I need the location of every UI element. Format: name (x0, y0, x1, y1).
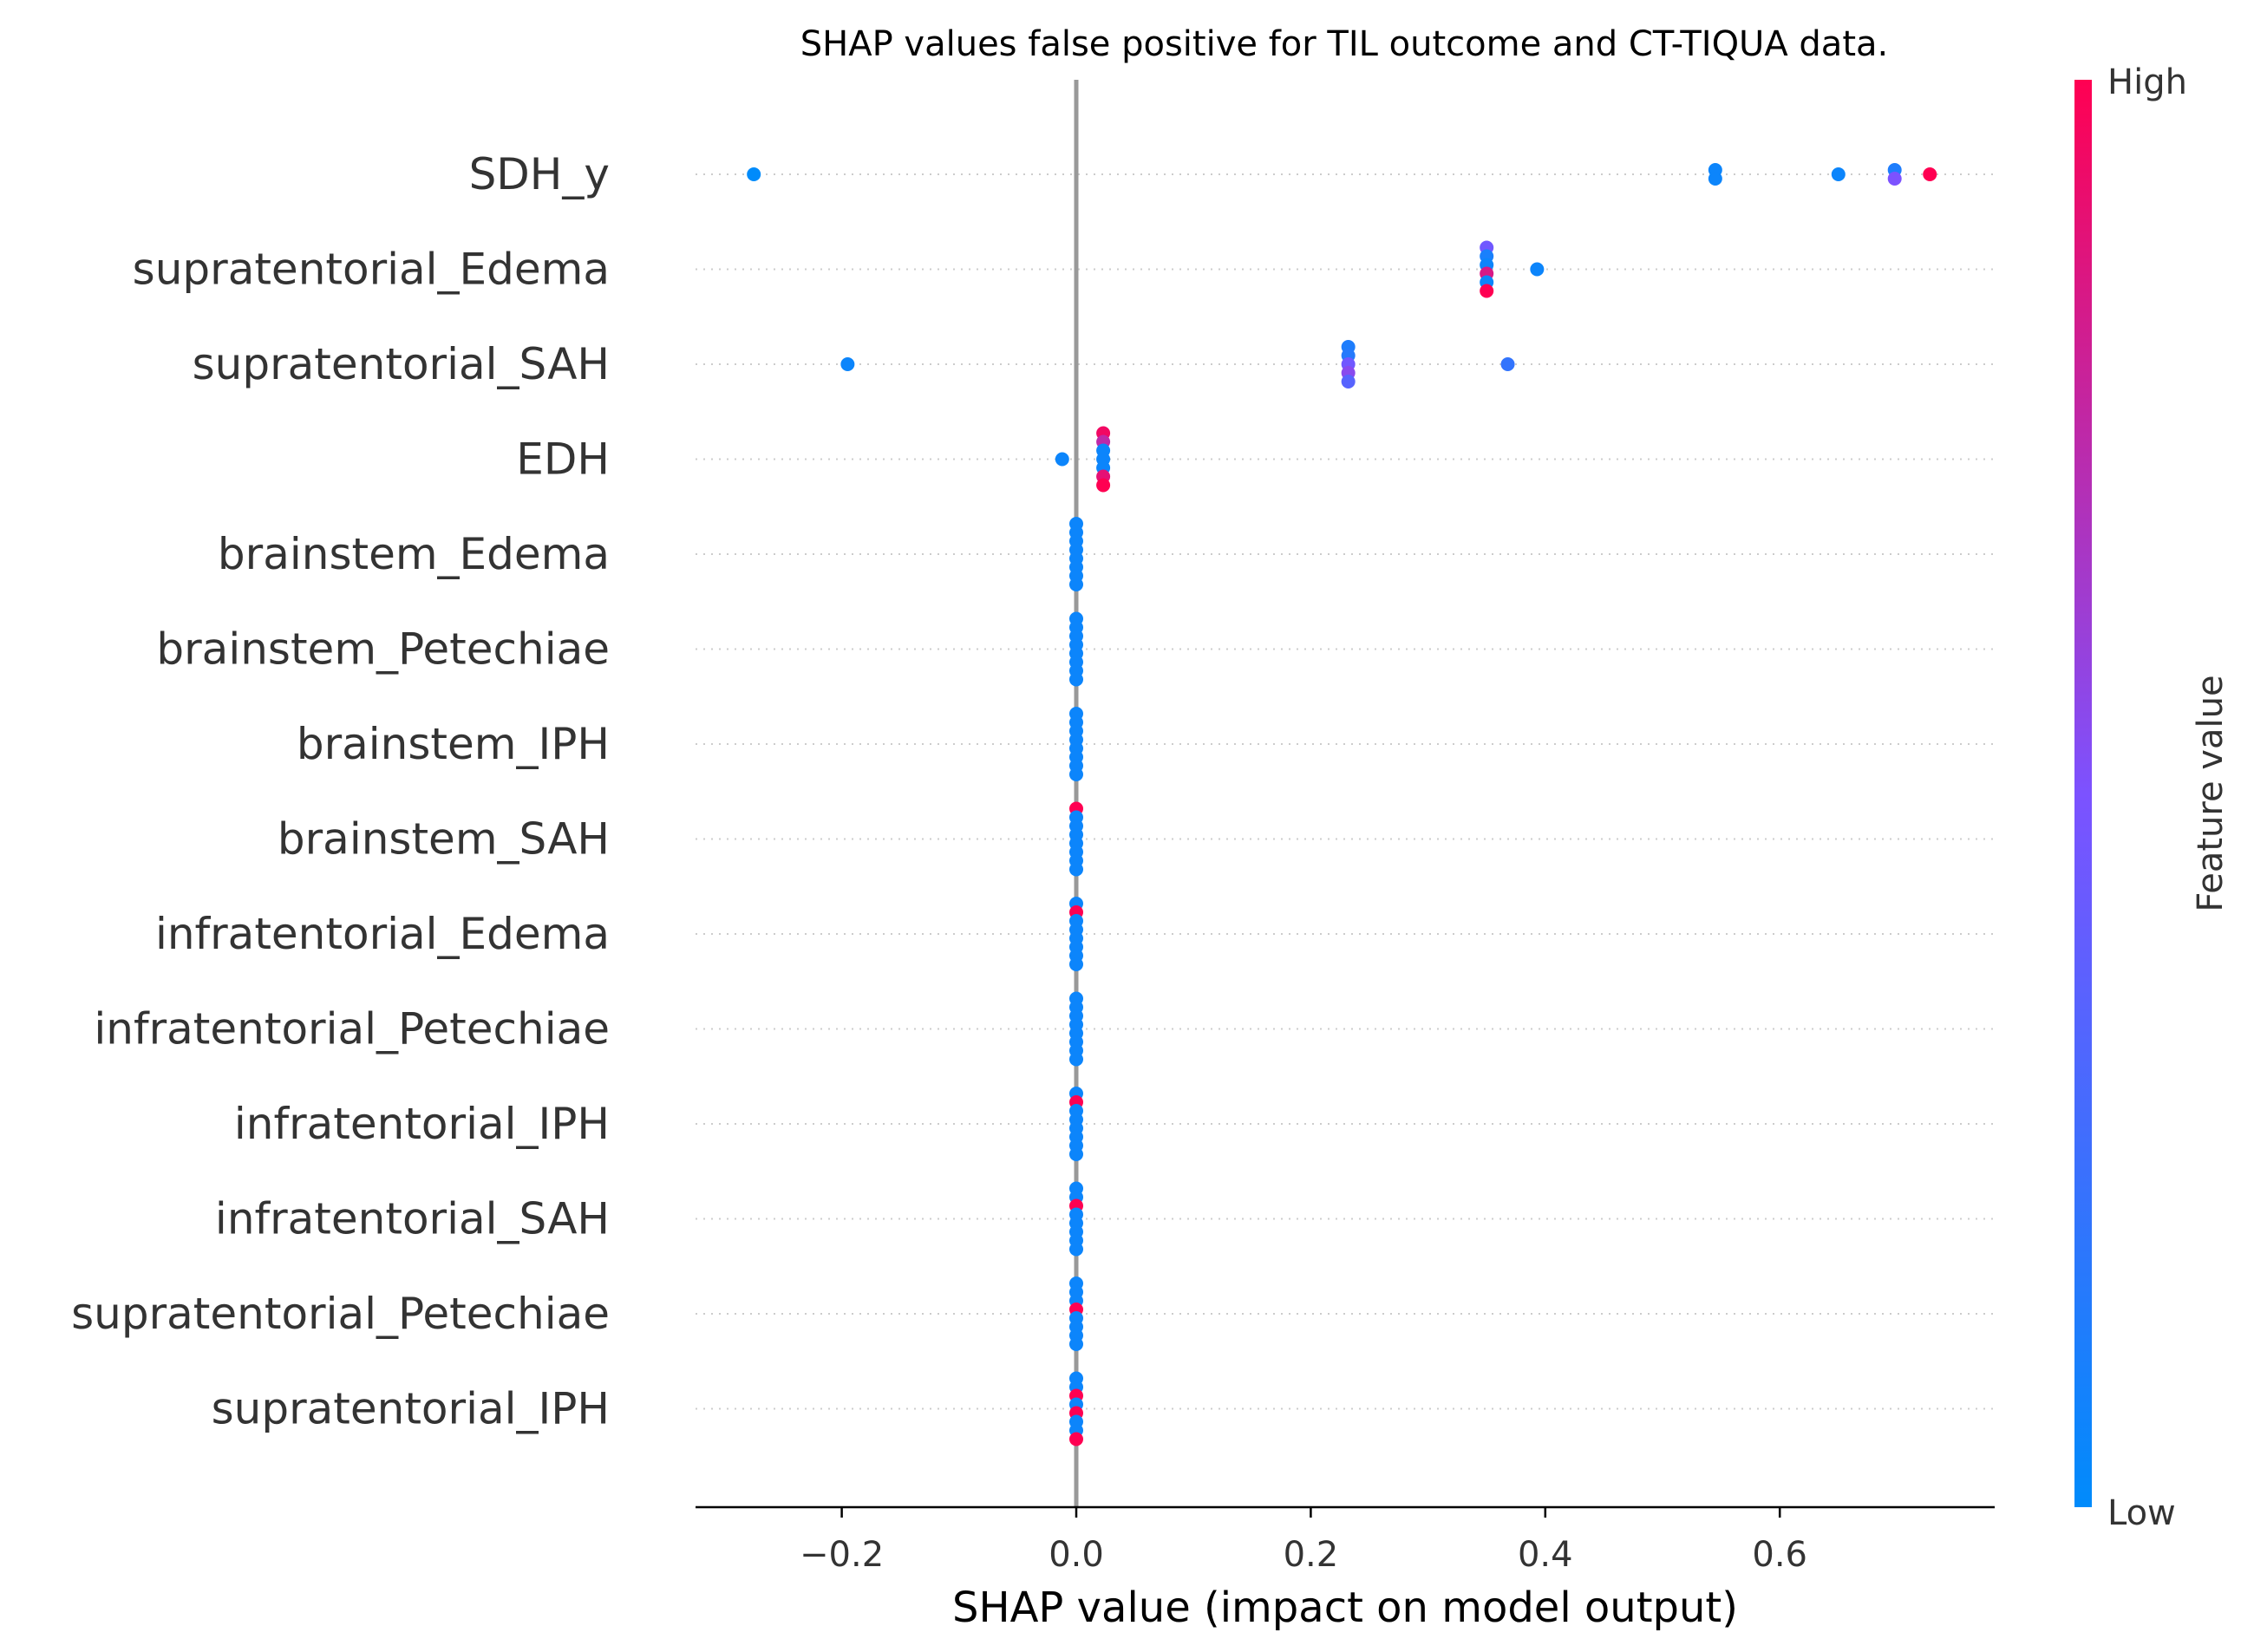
shap-point (1069, 1337, 1083, 1351)
shap-point (1069, 578, 1083, 591)
feature-label: brainstem_IPH (297, 719, 610, 769)
shap-point (1069, 1147, 1083, 1161)
x-tick-label: 0.2 (1284, 1535, 1339, 1575)
colorbar-low-label: Low (2107, 1493, 2176, 1533)
feature-label: supratentorial_Edema (133, 245, 610, 295)
shap-point (1831, 167, 1846, 181)
shap-point (1096, 478, 1111, 493)
shap-point (1923, 167, 1937, 181)
feature-label: infratentorial_Edema (155, 909, 610, 959)
shap-point (1069, 957, 1083, 971)
feature-label: supratentorial_Petechiae (71, 1289, 610, 1339)
feature-label: SDH_y (469, 149, 610, 199)
feature-label: supratentorial_SAH (193, 339, 610, 389)
chart-title: SHAP values false positive for TIL outco… (800, 24, 1888, 64)
shap-point (840, 357, 855, 371)
feature-label: supratentorial_IPH (212, 1384, 610, 1434)
feature-label: brainstem_Petechiae (156, 624, 610, 675)
shap-point (1055, 452, 1069, 467)
feature-label: brainstem_SAH (278, 814, 610, 865)
feature-label: infratentorial_IPH (234, 1099, 610, 1149)
feature-label: infratentorial_Petechiae (94, 1004, 610, 1055)
shap-point (1069, 1052, 1083, 1067)
shap-point (1530, 262, 1545, 277)
shap-point (1069, 767, 1083, 781)
x-tick-label: 0.4 (1518, 1535, 1573, 1575)
x-axis-ticks: −0.2 0.0 0.2 0.4 0.6 (800, 1507, 1807, 1575)
x-tick-label: −0.2 (800, 1535, 884, 1575)
shap-point (1708, 172, 1722, 186)
feature-label: EDH (516, 434, 610, 485)
shap-point (1480, 284, 1494, 298)
shap-point (747, 167, 761, 181)
colorbar-high-label: High (2107, 62, 2187, 102)
shap-point (1069, 1432, 1083, 1446)
shap-points (747, 163, 1937, 1446)
x-tick-label: 0.0 (1049, 1535, 1104, 1575)
shap-point (1500, 357, 1515, 371)
shap-point (1069, 1242, 1083, 1257)
colorbar-title: Feature value (2191, 675, 2231, 911)
shap-point (1069, 672, 1083, 687)
feature-labels: SDH_y supratentorial_Edema supratentorial_… (71, 149, 610, 1434)
feature-label: infratentorial_SAH (215, 1194, 610, 1244)
feature-label: brainstem_Edema (218, 529, 610, 579)
x-axis-label: SHAP value (impact on model output) (952, 1583, 1738, 1632)
shap-point (1341, 375, 1356, 389)
shap-point (1069, 862, 1083, 877)
x-tick-label: 0.6 (1752, 1535, 1807, 1575)
shap-point (1887, 172, 1902, 186)
colorbar (2074, 80, 2092, 1507)
